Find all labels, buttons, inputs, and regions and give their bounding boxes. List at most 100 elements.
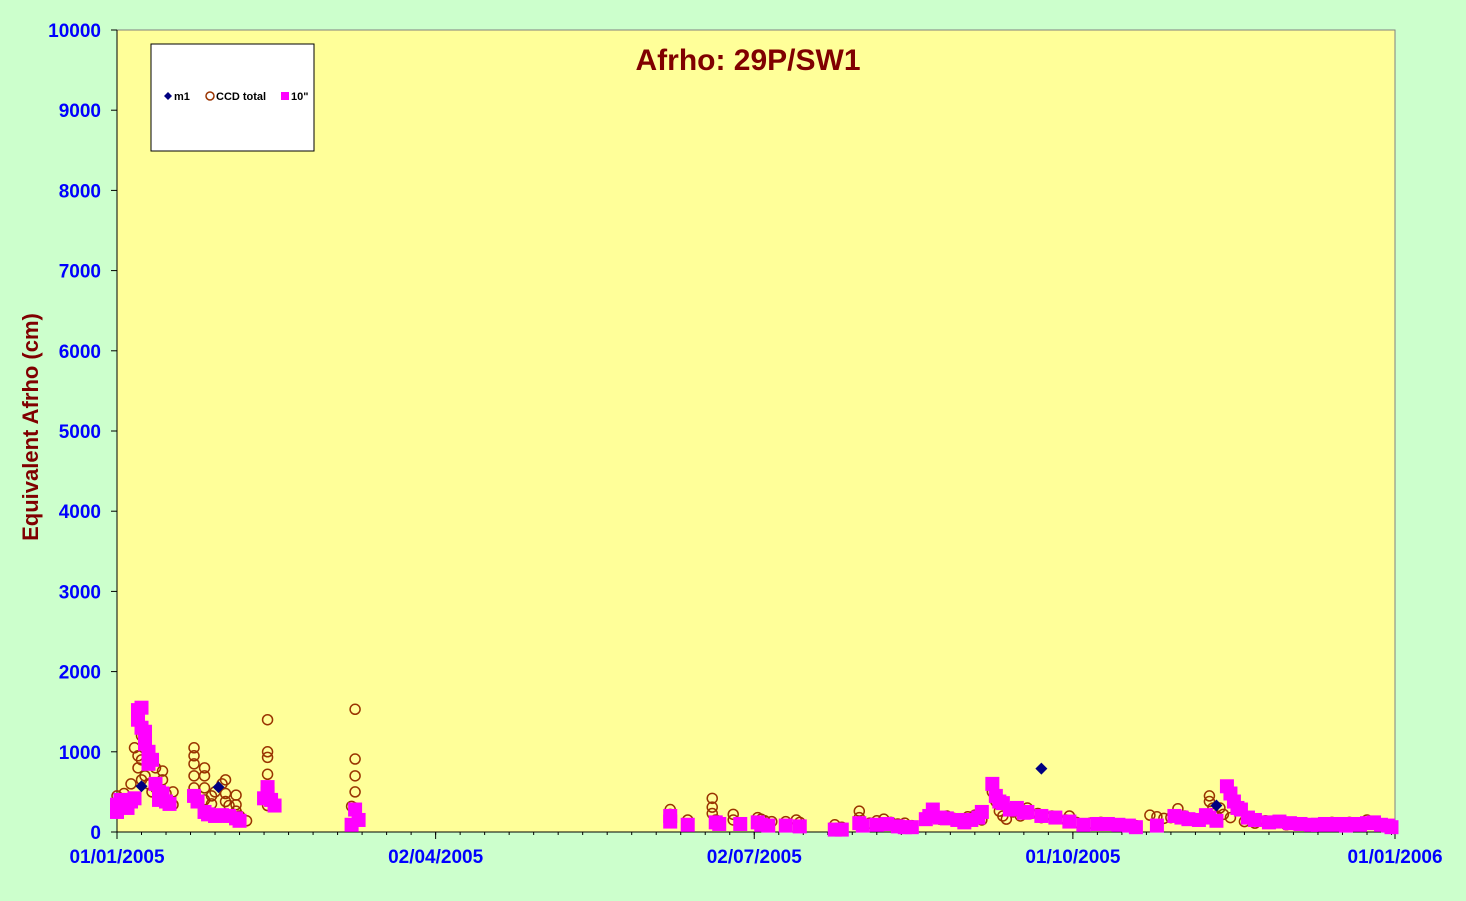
data-point bbox=[712, 816, 727, 831]
data-point bbox=[706, 792, 718, 805]
data-point bbox=[1076, 817, 1091, 832]
data-point bbox=[1203, 790, 1216, 802]
data-point bbox=[261, 746, 274, 758]
data-point bbox=[1111, 817, 1126, 832]
data-point bbox=[145, 752, 160, 767]
legend-label: CCD total bbox=[216, 91, 266, 103]
data-point bbox=[1128, 820, 1143, 835]
data-point bbox=[1209, 813, 1224, 828]
legend-items: m1 CCD total 10" bbox=[164, 91, 308, 103]
data-point bbox=[219, 774, 232, 786]
data-point bbox=[974, 804, 989, 819]
data-point bbox=[1181, 812, 1196, 827]
y-axis: 0 1000 2000 3000 4000 5000 6000 7000 8000 9000 100… bbox=[48, 21, 118, 844]
data-point bbox=[188, 758, 200, 770]
data-point bbox=[261, 751, 274, 764]
y-tick-label: 6000 bbox=[59, 342, 101, 363]
data-point bbox=[680, 817, 695, 832]
data-point bbox=[985, 776, 1000, 791]
y-tick-label: 4000 bbox=[59, 502, 101, 523]
data-point bbox=[1062, 814, 1077, 829]
y-axis-title: Equivalent Afrho (cm) bbox=[18, 313, 43, 541]
data-point bbox=[198, 762, 211, 774]
x-tick-label: 02/07/2005 bbox=[707, 847, 803, 868]
plot-area bbox=[116, 29, 1396, 833]
data-point bbox=[727, 808, 739, 821]
data-point bbox=[188, 742, 200, 754]
data-point bbox=[156, 765, 169, 777]
data-point bbox=[198, 770, 211, 782]
series-m1 bbox=[135, 762, 1223, 812]
data-point bbox=[869, 817, 884, 832]
data-point bbox=[349, 770, 361, 782]
legend-marker bbox=[164, 92, 172, 100]
legend-item: 10" bbox=[281, 91, 308, 103]
data-point bbox=[349, 786, 361, 798]
data-point bbox=[880, 816, 895, 831]
chart-title: Afrho: 29P/SW1 bbox=[635, 44, 860, 77]
data-point bbox=[134, 700, 149, 715]
data-point bbox=[834, 822, 849, 837]
series-layer bbox=[110, 700, 1399, 837]
data-point bbox=[1282, 816, 1297, 831]
data-point bbox=[349, 753, 361, 765]
x-tick-label: 01/01/2005 bbox=[69, 847, 165, 868]
data-point bbox=[232, 813, 247, 828]
data-point bbox=[349, 703, 361, 716]
data-point bbox=[125, 778, 137, 790]
data-point bbox=[792, 819, 807, 834]
data-point bbox=[761, 818, 776, 833]
series-10-arcsec bbox=[110, 700, 1399, 837]
data-point bbox=[1090, 816, 1105, 831]
data-point bbox=[733, 816, 748, 831]
data-point bbox=[267, 798, 282, 813]
legend-item: CCD total bbox=[205, 91, 266, 103]
data-point bbox=[198, 782, 211, 794]
y-tick-label: 0 bbox=[90, 823, 101, 844]
legend-marker bbox=[281, 92, 289, 100]
data-point bbox=[1035, 762, 1048, 775]
data-point bbox=[261, 713, 274, 726]
data-point bbox=[855, 818, 870, 833]
data-point bbox=[1048, 810, 1063, 825]
x-tick-label: 02/04/2005 bbox=[388, 847, 484, 868]
data-point bbox=[1210, 799, 1223, 812]
legend-item: m1 bbox=[164, 91, 190, 103]
x-axis: 01/01/2005 02/04/2005 02/07/2005 01/10/2005… bbox=[69, 831, 1443, 868]
data-point bbox=[778, 818, 793, 833]
y-tick-label: 8000 bbox=[59, 181, 101, 202]
data-point bbox=[939, 811, 954, 826]
data-point bbox=[1384, 820, 1399, 835]
x-tick-label: 01/01/2006 bbox=[1347, 847, 1442, 868]
legend-label: m1 bbox=[174, 91, 190, 103]
y-tick-label: 2000 bbox=[59, 663, 101, 684]
data-point bbox=[1224, 811, 1237, 824]
data-point bbox=[1034, 808, 1049, 823]
data-point bbox=[1149, 818, 1164, 833]
data-point bbox=[904, 820, 919, 835]
y-tick-label: 3000 bbox=[59, 582, 101, 603]
y-tick-label: 1000 bbox=[59, 743, 101, 764]
data-point bbox=[1203, 795, 1216, 808]
data-point bbox=[351, 812, 366, 827]
data-point bbox=[706, 801, 718, 813]
data-point bbox=[1100, 816, 1115, 831]
data-point bbox=[1247, 812, 1262, 827]
data-point bbox=[261, 768, 274, 781]
data-point bbox=[188, 750, 200, 762]
data-point bbox=[230, 798, 242, 811]
data-point bbox=[1144, 809, 1156, 821]
data-point bbox=[1020, 804, 1035, 819]
legend-marker bbox=[205, 91, 215, 101]
data-point bbox=[1272, 814, 1287, 829]
data-point bbox=[212, 781, 225, 794]
data-point bbox=[1293, 816, 1308, 831]
legend: m1 CCD total 10" bbox=[150, 43, 315, 152]
data-point bbox=[162, 796, 177, 811]
data-point bbox=[663, 814, 678, 829]
y-tick-label: 10000 bbox=[48, 21, 101, 42]
y-tick-label: 5000 bbox=[59, 422, 101, 443]
x-tick-label: 01/10/2005 bbox=[1025, 847, 1121, 868]
legend-label: 10" bbox=[291, 91, 308, 103]
